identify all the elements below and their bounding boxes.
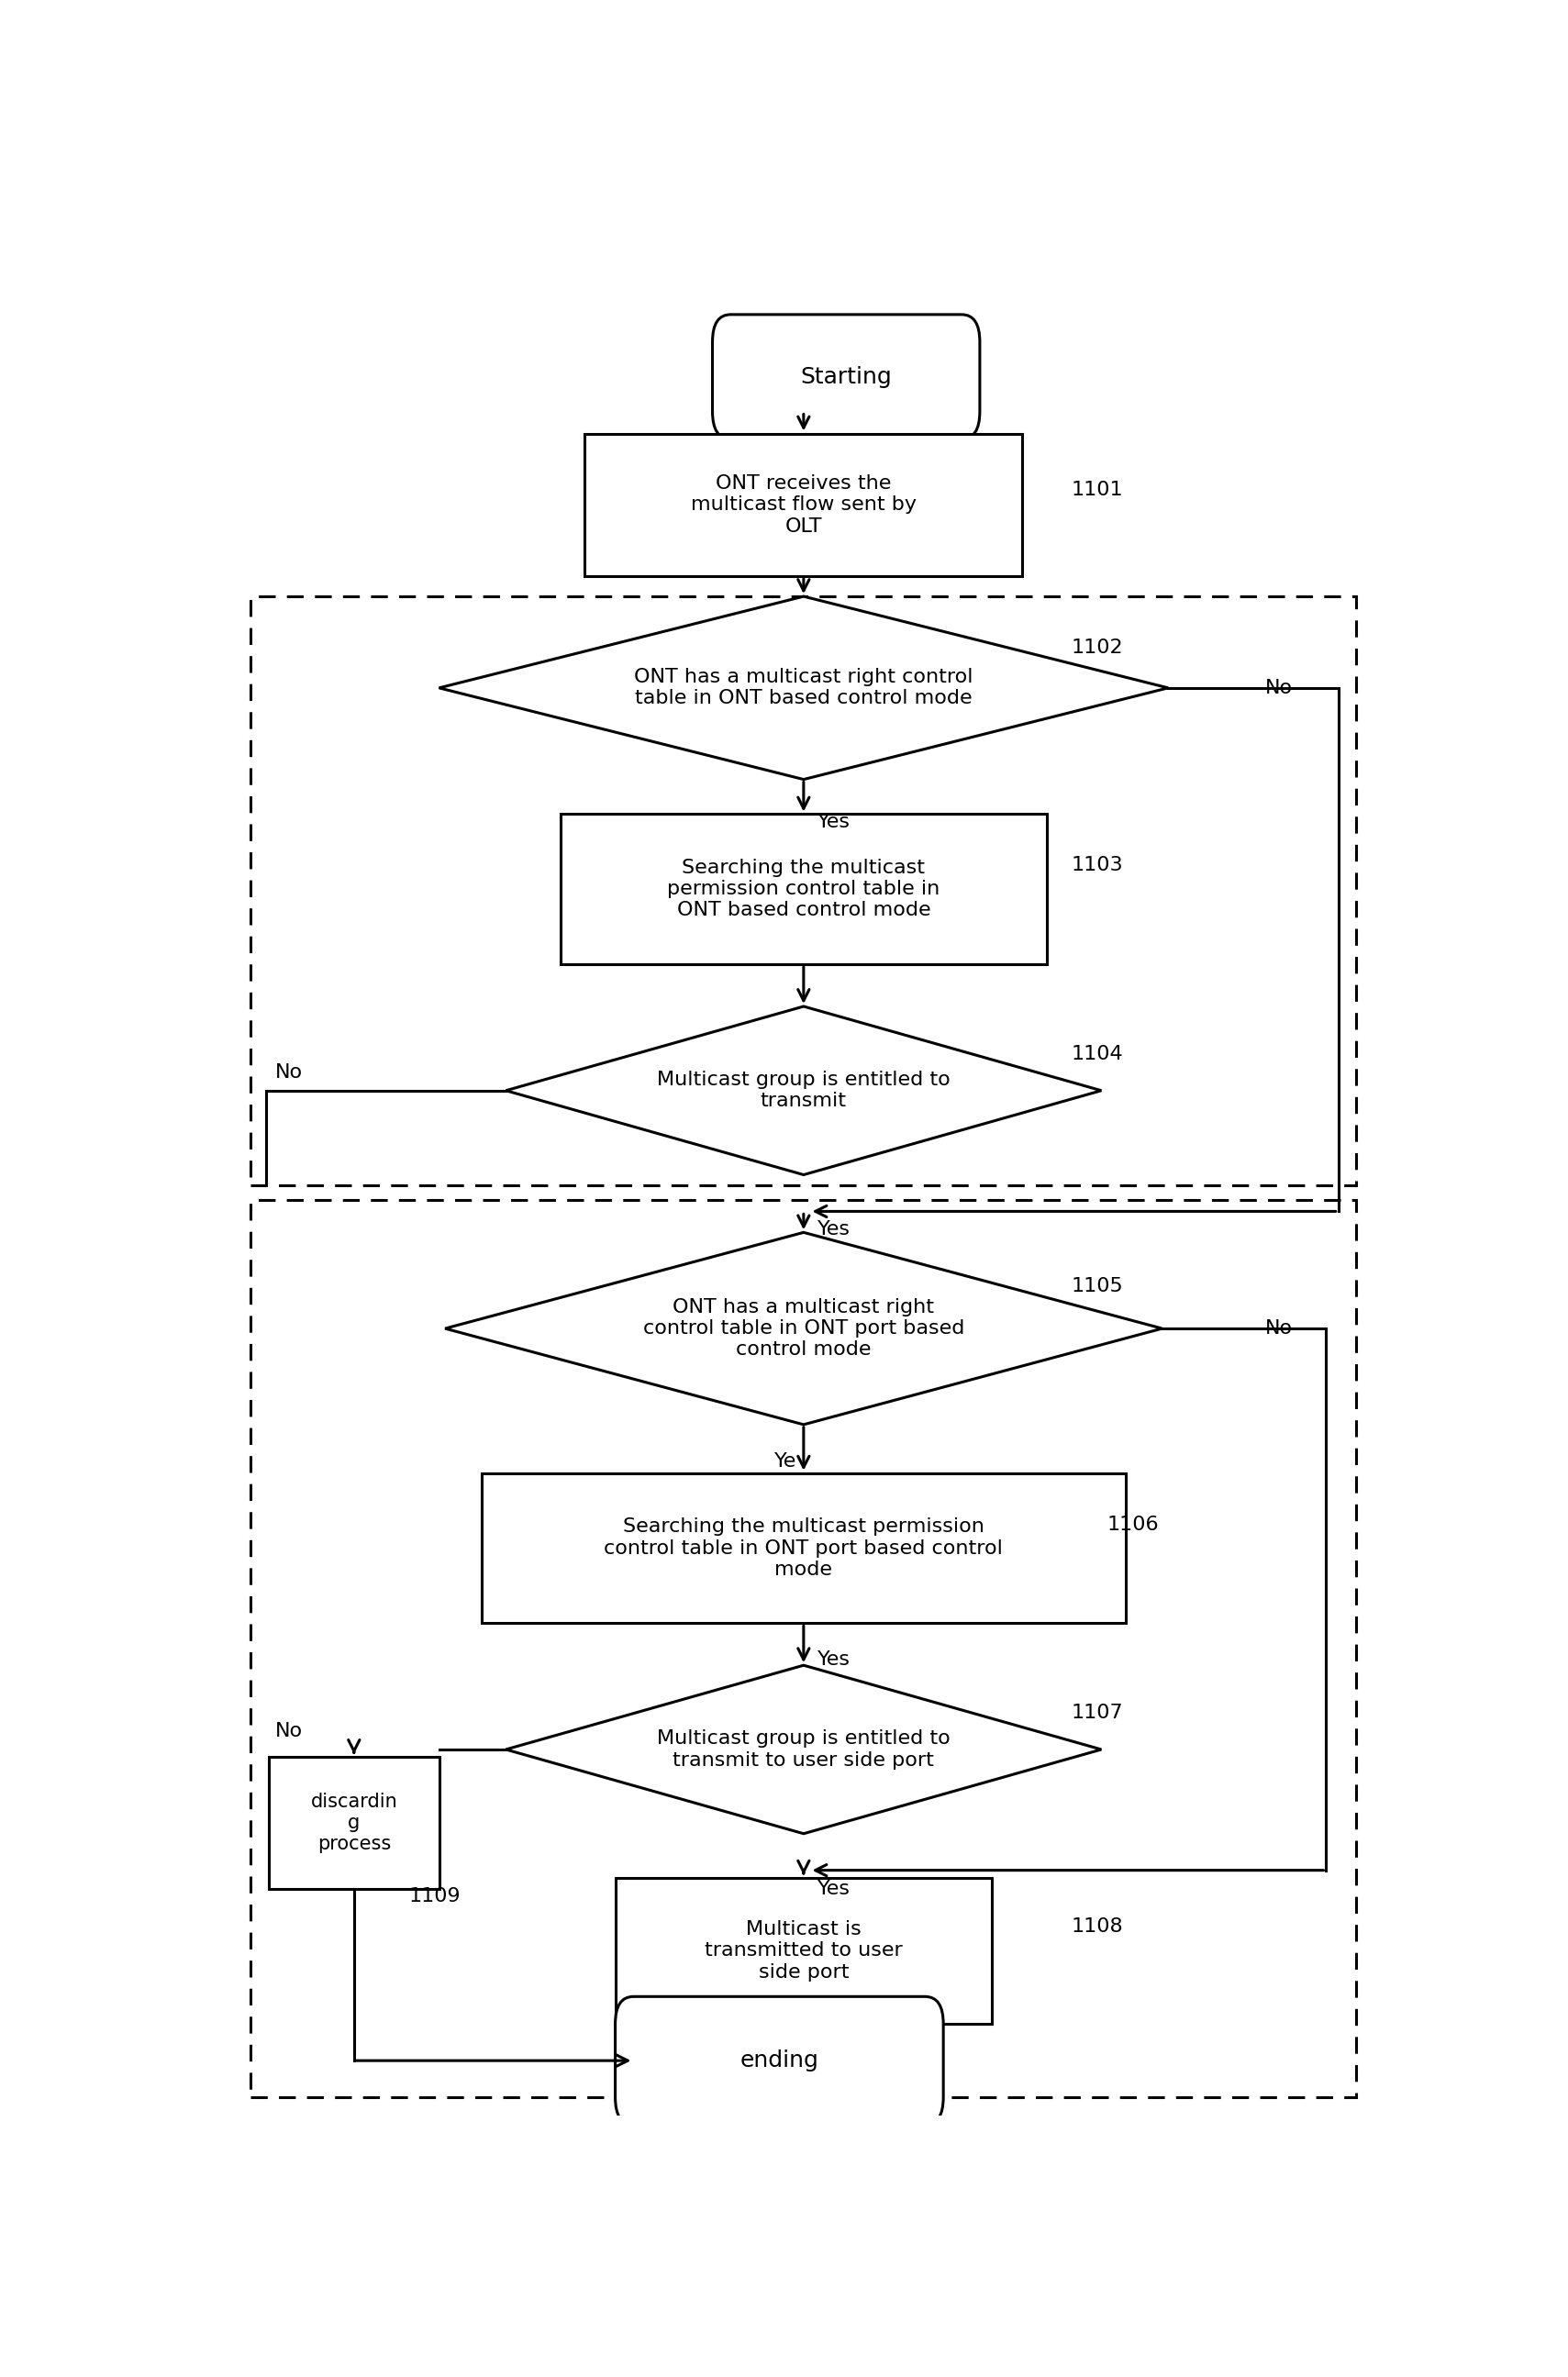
Text: 1104: 1104 [1071,1046,1123,1063]
Text: Multicast is
transmitted to user
side port: Multicast is transmitted to user side po… [704,1921,903,1982]
Polygon shape [506,1666,1101,1833]
Text: 1102: 1102 [1071,639,1123,656]
Text: ONT receives the
multicast flow sent by
OLT: ONT receives the multicast flow sent by … [691,475,916,535]
Text: No: No [274,1063,303,1082]
Text: ONT has a multicast right control
table in ONT based control mode: ONT has a multicast right control table … [633,668,974,708]
Text: No: No [1265,1319,1294,1338]
Text: Yes: Yes [817,1650,850,1669]
Text: 1109: 1109 [409,1887,461,1904]
FancyBboxPatch shape [270,1757,439,1890]
FancyBboxPatch shape [585,433,1022,575]
FancyBboxPatch shape [615,1878,993,2025]
Text: ending: ending [740,2049,818,2073]
Text: 1107: 1107 [1071,1704,1123,1721]
Text: Searching the multicast permission
control table in ONT port based control
mode: Searching the multicast permission contr… [604,1517,1004,1578]
Text: 1106: 1106 [1107,1514,1159,1533]
Text: Multicast group is entitled to
transmit: Multicast group is entitled to transmit [657,1070,950,1110]
Text: 1101: 1101 [1071,480,1123,499]
Text: 1108: 1108 [1071,1918,1123,1937]
Text: Yes: Yes [817,1880,850,1897]
Text: No: No [274,1721,303,1740]
Polygon shape [445,1231,1162,1424]
Text: Searching the multicast
permission control table in
ONT based control mode: Searching the multicast permission contr… [668,858,939,920]
FancyBboxPatch shape [615,1997,944,2125]
Polygon shape [506,1005,1101,1174]
Text: No: No [1265,680,1294,696]
Text: discardin
g
process: discardin g process [310,1792,397,1854]
FancyBboxPatch shape [481,1474,1126,1623]
Text: Starting: Starting [800,366,892,387]
Text: Multicast group is entitled to
transmit to user side port: Multicast group is entitled to transmit … [657,1730,950,1768]
Text: Yes: Yes [817,1219,850,1238]
Polygon shape [439,597,1168,780]
Text: ONT has a multicast right
control table in ONT port based
control mode: ONT has a multicast right control table … [643,1298,964,1360]
Text: 1105: 1105 [1071,1276,1123,1295]
Text: Ye: Ye [775,1452,797,1471]
Text: Yes: Yes [817,813,850,830]
Text: 1103: 1103 [1071,856,1123,875]
FancyBboxPatch shape [712,314,980,440]
FancyBboxPatch shape [561,815,1047,965]
